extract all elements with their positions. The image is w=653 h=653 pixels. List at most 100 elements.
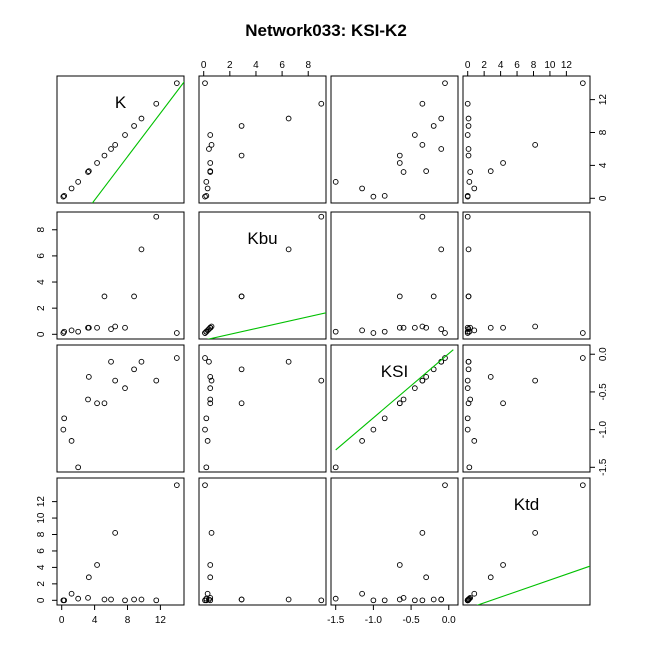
panel-k-vs-ktd xyxy=(462,75,591,204)
data-point xyxy=(381,415,388,422)
tick-label: 4 xyxy=(92,615,98,626)
panel-kbu-vs-ksi xyxy=(330,211,459,340)
data-point xyxy=(370,193,377,200)
tick-label: 12 xyxy=(598,94,609,106)
top-axis-ktd: 0 2 4 6 8 10 12 xyxy=(465,60,572,77)
panel-kbu-vs-ktd xyxy=(462,211,591,340)
data-point xyxy=(579,330,586,336)
data-point xyxy=(204,185,211,192)
data-point xyxy=(202,80,208,87)
data-point xyxy=(442,330,448,336)
data-point xyxy=(318,100,325,107)
data-point xyxy=(419,323,426,330)
data-point xyxy=(438,246,445,253)
panel-kbu-vs-k xyxy=(56,211,185,340)
data-point xyxy=(332,595,339,602)
data-point xyxy=(238,152,245,159)
tick-label: 2 xyxy=(36,581,47,587)
data-point xyxy=(204,438,211,444)
tick-label: -1.5 xyxy=(327,615,345,626)
data-point xyxy=(396,293,403,300)
data-point xyxy=(465,146,472,152)
data-point xyxy=(85,594,91,601)
data-point xyxy=(101,293,108,300)
data-point xyxy=(419,597,426,604)
panel-ktd-vs-ktd: Ktd xyxy=(462,477,591,606)
data-point xyxy=(94,400,100,407)
data-point xyxy=(466,179,473,185)
data-point xyxy=(153,377,160,384)
data-point xyxy=(396,562,403,568)
panel-frame xyxy=(330,477,459,606)
tick-label: 4 xyxy=(498,60,504,71)
right-axis-k: 0 4 8 12 xyxy=(589,94,609,201)
data-point xyxy=(203,464,210,471)
data-point xyxy=(359,590,365,597)
data-point xyxy=(208,377,215,384)
panel-frame xyxy=(198,477,327,606)
panel-frame xyxy=(56,344,185,473)
data-point xyxy=(138,115,145,122)
data-point xyxy=(579,482,586,489)
data-point xyxy=(85,169,91,175)
data-point xyxy=(487,168,494,175)
data-point xyxy=(208,530,215,536)
data-point xyxy=(532,323,538,330)
data-point xyxy=(318,597,325,604)
tick-label: 8 xyxy=(305,60,311,71)
data-point xyxy=(207,324,214,331)
outer-axes: 0 2 4 6 8 0 2 4 6 8 10 120 4 8 12 -1.5 -1.0 -0.5 0.0024680… xyxy=(36,60,609,626)
data-point xyxy=(153,597,160,604)
data-point xyxy=(400,324,407,331)
tick-label: -1.0 xyxy=(365,615,383,626)
data-point xyxy=(464,426,471,433)
data-point xyxy=(108,596,114,603)
panel-ksi-vs-ktd xyxy=(462,344,591,473)
data-point xyxy=(465,596,472,603)
data-point xyxy=(465,246,472,253)
tick-label: 2 xyxy=(227,60,233,71)
data-point xyxy=(94,324,100,331)
data-point xyxy=(471,590,478,597)
data-point xyxy=(85,396,91,403)
panel-frame xyxy=(198,211,327,340)
data-point xyxy=(438,596,445,603)
data-point xyxy=(412,385,418,392)
panel-k-vs-kbu xyxy=(198,75,327,204)
tick-label: -0.5 xyxy=(402,615,420,626)
data-point xyxy=(207,132,214,138)
panel-kbu-vs-kbu: Kbu xyxy=(198,211,327,340)
variable-label-ktd: Ktd xyxy=(514,495,540,514)
tick-label: 0 xyxy=(201,60,207,71)
data-point xyxy=(423,373,430,380)
data-point xyxy=(464,328,471,335)
data-point xyxy=(400,396,407,403)
data-point xyxy=(85,168,92,175)
data-point xyxy=(332,179,339,185)
data-point xyxy=(464,132,471,138)
tick-label: 10 xyxy=(544,60,556,71)
data-point xyxy=(465,115,472,122)
data-point xyxy=(153,100,160,107)
tick-label: 0 xyxy=(36,597,47,603)
data-point xyxy=(208,142,215,148)
data-point xyxy=(487,324,494,331)
tick-label: 6 xyxy=(36,253,47,259)
data-point xyxy=(464,100,471,107)
data-point xyxy=(207,574,214,581)
data-point xyxy=(202,482,208,489)
data-point xyxy=(101,152,108,159)
data-point xyxy=(464,415,471,422)
data-point xyxy=(207,400,214,407)
data-point xyxy=(423,168,430,175)
data-point xyxy=(285,115,292,122)
data-point xyxy=(396,400,403,407)
tick-label: 8 xyxy=(36,531,47,537)
data-point xyxy=(108,358,114,365)
panel-ksi-vs-ksi: KSI xyxy=(330,344,459,473)
data-point xyxy=(60,330,67,336)
panel-frame xyxy=(56,75,185,204)
data-point xyxy=(471,185,478,192)
data-point xyxy=(487,574,494,581)
data-point xyxy=(370,426,377,433)
